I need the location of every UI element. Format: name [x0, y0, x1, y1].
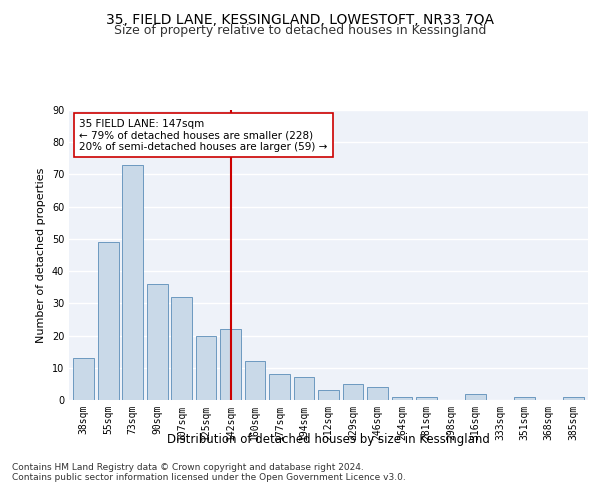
Text: 35, FIELD LANE, KESSINGLAND, LOWESTOFT, NR33 7QA: 35, FIELD LANE, KESSINGLAND, LOWESTOFT, … — [106, 12, 494, 26]
Text: 35 FIELD LANE: 147sqm
← 79% of detached houses are smaller (228)
20% of semi-det: 35 FIELD LANE: 147sqm ← 79% of detached … — [79, 118, 328, 152]
Text: Contains public sector information licensed under the Open Government Licence v3: Contains public sector information licen… — [12, 472, 406, 482]
Bar — [73, 358, 94, 400]
Bar — [563, 397, 584, 400]
Bar — [465, 394, 486, 400]
Bar — [343, 384, 364, 400]
Bar — [416, 397, 437, 400]
Text: Size of property relative to detached houses in Kessingland: Size of property relative to detached ho… — [114, 24, 486, 37]
Text: Distribution of detached houses by size in Kessingland: Distribution of detached houses by size … — [167, 432, 490, 446]
Bar — [196, 336, 217, 400]
Bar — [367, 387, 388, 400]
Bar — [98, 242, 119, 400]
Bar — [220, 329, 241, 400]
Bar — [147, 284, 167, 400]
Bar — [269, 374, 290, 400]
Bar — [514, 397, 535, 400]
Bar — [245, 362, 265, 400]
Bar — [318, 390, 339, 400]
Y-axis label: Number of detached properties: Number of detached properties — [36, 168, 46, 342]
Bar — [122, 165, 143, 400]
Bar — [293, 378, 314, 400]
Text: Contains HM Land Registry data © Crown copyright and database right 2024.: Contains HM Land Registry data © Crown c… — [12, 462, 364, 471]
Bar — [171, 297, 192, 400]
Bar — [392, 397, 412, 400]
